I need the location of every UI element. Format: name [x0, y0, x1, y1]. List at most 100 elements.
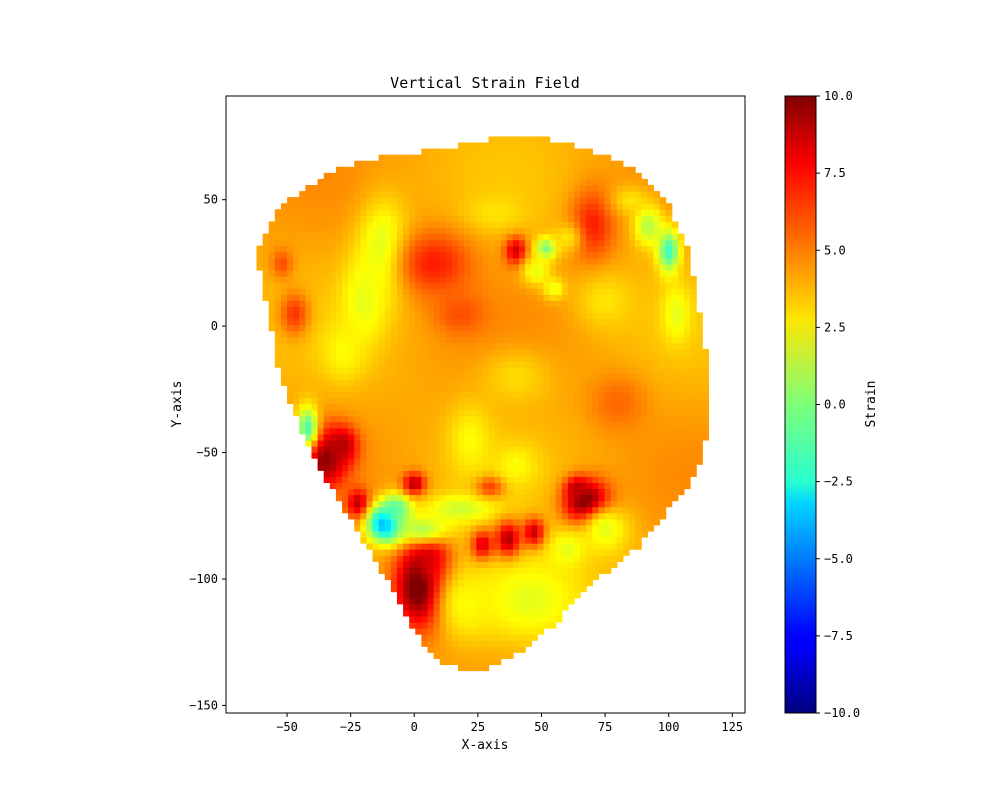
- heatmap-cell: [433, 652, 441, 659]
- heatmap-cell: [598, 549, 606, 556]
- heatmap-cell: [439, 148, 447, 156]
- heatmap-cell: [482, 567, 490, 575]
- heatmap-cell: [543, 567, 551, 575]
- heatmap-cell: [628, 482, 636, 490]
- heatmap-cell: [561, 348, 569, 356]
- heatmap-cell: [671, 263, 679, 271]
- heatmap-cell: [567, 191, 575, 198]
- heatmap-cell: [348, 227, 355, 235]
- heatmap-cell: [470, 579, 477, 587]
- heatmap-cell: [311, 354, 319, 362]
- heatmap-cell: [622, 282, 630, 289]
- heatmap-cell: [519, 421, 526, 429]
- heatmap-cell: [592, 197, 600, 204]
- heatmap-cell: [653, 512, 661, 520]
- heatmap-cell: [512, 354, 520, 362]
- heatmap-cell: [580, 233, 587, 241]
- heatmap-cell: [543, 330, 551, 338]
- heatmap-cell: [384, 324, 392, 332]
- heatmap-cell: [525, 603, 532, 611]
- heatmap-cell: [525, 470, 532, 477]
- heatmap-cell: [439, 634, 447, 641]
- heatmap-cell: [659, 403, 667, 411]
- heatmap-cell: [476, 294, 484, 301]
- heatmap-cell: [555, 336, 563, 344]
- heatmap-cell: [378, 403, 386, 411]
- heatmap-cell: [421, 512, 429, 520]
- heatmap-cell: [586, 330, 593, 338]
- heatmap-cell: [586, 409, 593, 417]
- heatmap-cell: [464, 361, 471, 368]
- heatmap-cell: [665, 276, 673, 283]
- heatmap-cell: [421, 439, 429, 447]
- heatmap-cell: [567, 142, 575, 150]
- heatmap-cell: [421, 615, 429, 623]
- heatmap-cell: [537, 518, 545, 526]
- heatmap-cell: [458, 512, 465, 520]
- heatmap-cell: [396, 330, 404, 338]
- heatmap-cell: [555, 573, 563, 581]
- heatmap-cell: [549, 464, 557, 471]
- heatmap-cell: [519, 294, 526, 301]
- heatmap-cell: [427, 403, 435, 411]
- heatmap-cell: [500, 203, 508, 210]
- heatmap-cell: [421, 458, 429, 465]
- heatmap-cell: [555, 585, 563, 593]
- heatmap-cell: [384, 172, 392, 180]
- heatmap-cell: [586, 324, 593, 332]
- heatmap-cell: [458, 445, 465, 453]
- heatmap-cell: [500, 294, 508, 301]
- heatmap-cell: [628, 185, 636, 192]
- heatmap-cell: [543, 621, 551, 629]
- heatmap-cell: [299, 227, 306, 235]
- heatmap-cell: [403, 385, 410, 392]
- heatmap-cell: [610, 276, 618, 283]
- heatmap-cell: [262, 282, 270, 289]
- heatmap-cell: [464, 658, 471, 666]
- heatmap-cell: [396, 561, 404, 568]
- heatmap-cell: [445, 348, 453, 356]
- heatmap-cell: [458, 403, 465, 411]
- heatmap-cell: [378, 324, 386, 332]
- heatmap-cell: [323, 282, 331, 289]
- heatmap-cell: [500, 148, 508, 156]
- heatmap-cell: [506, 615, 514, 623]
- heatmap-cell: [451, 385, 459, 392]
- heatmap-cell: [342, 330, 349, 338]
- heatmap-cell: [622, 470, 630, 477]
- heatmap-cell: [641, 524, 648, 532]
- heatmap-cell: [512, 537, 520, 544]
- heatmap-cell: [537, 197, 545, 204]
- heatmap-cell: [561, 142, 569, 150]
- heatmap-cell: [323, 263, 331, 271]
- heatmap-cell: [641, 445, 648, 453]
- heatmap-cell: [519, 185, 526, 192]
- heatmap-cell: [409, 512, 416, 520]
- heatmap-cell: [671, 245, 679, 253]
- heatmap-cell: [653, 391, 661, 399]
- heatmap-cell: [641, 191, 648, 198]
- heatmap-cell: [604, 251, 612, 259]
- heatmap-cell: [506, 427, 514, 435]
- heatmap-cell: [427, 263, 435, 271]
- heatmap-cell: [494, 257, 502, 265]
- heatmap-cell: [476, 500, 484, 508]
- heatmap-cell: [500, 439, 508, 447]
- heatmap-cell: [482, 209, 490, 216]
- heatmap-cell: [280, 379, 288, 386]
- heatmap-cell: [427, 537, 435, 544]
- heatmap-cell: [323, 251, 331, 259]
- heatmap-cell: [512, 330, 520, 338]
- heatmap-cell: [366, 464, 374, 471]
- heatmap-cell: [470, 488, 477, 496]
- heatmap-cell: [415, 330, 422, 338]
- heatmap-cell: [537, 573, 545, 581]
- heatmap-cell: [500, 306, 508, 314]
- heatmap-cell: [458, 166, 465, 174]
- heatmap-cell: [445, 512, 453, 520]
- heatmap-cell: [409, 427, 416, 435]
- heatmap-cell: [525, 136, 532, 144]
- heatmap-cell: [323, 427, 331, 435]
- heatmap-cell: [335, 464, 343, 471]
- heatmap-cell: [488, 524, 496, 532]
